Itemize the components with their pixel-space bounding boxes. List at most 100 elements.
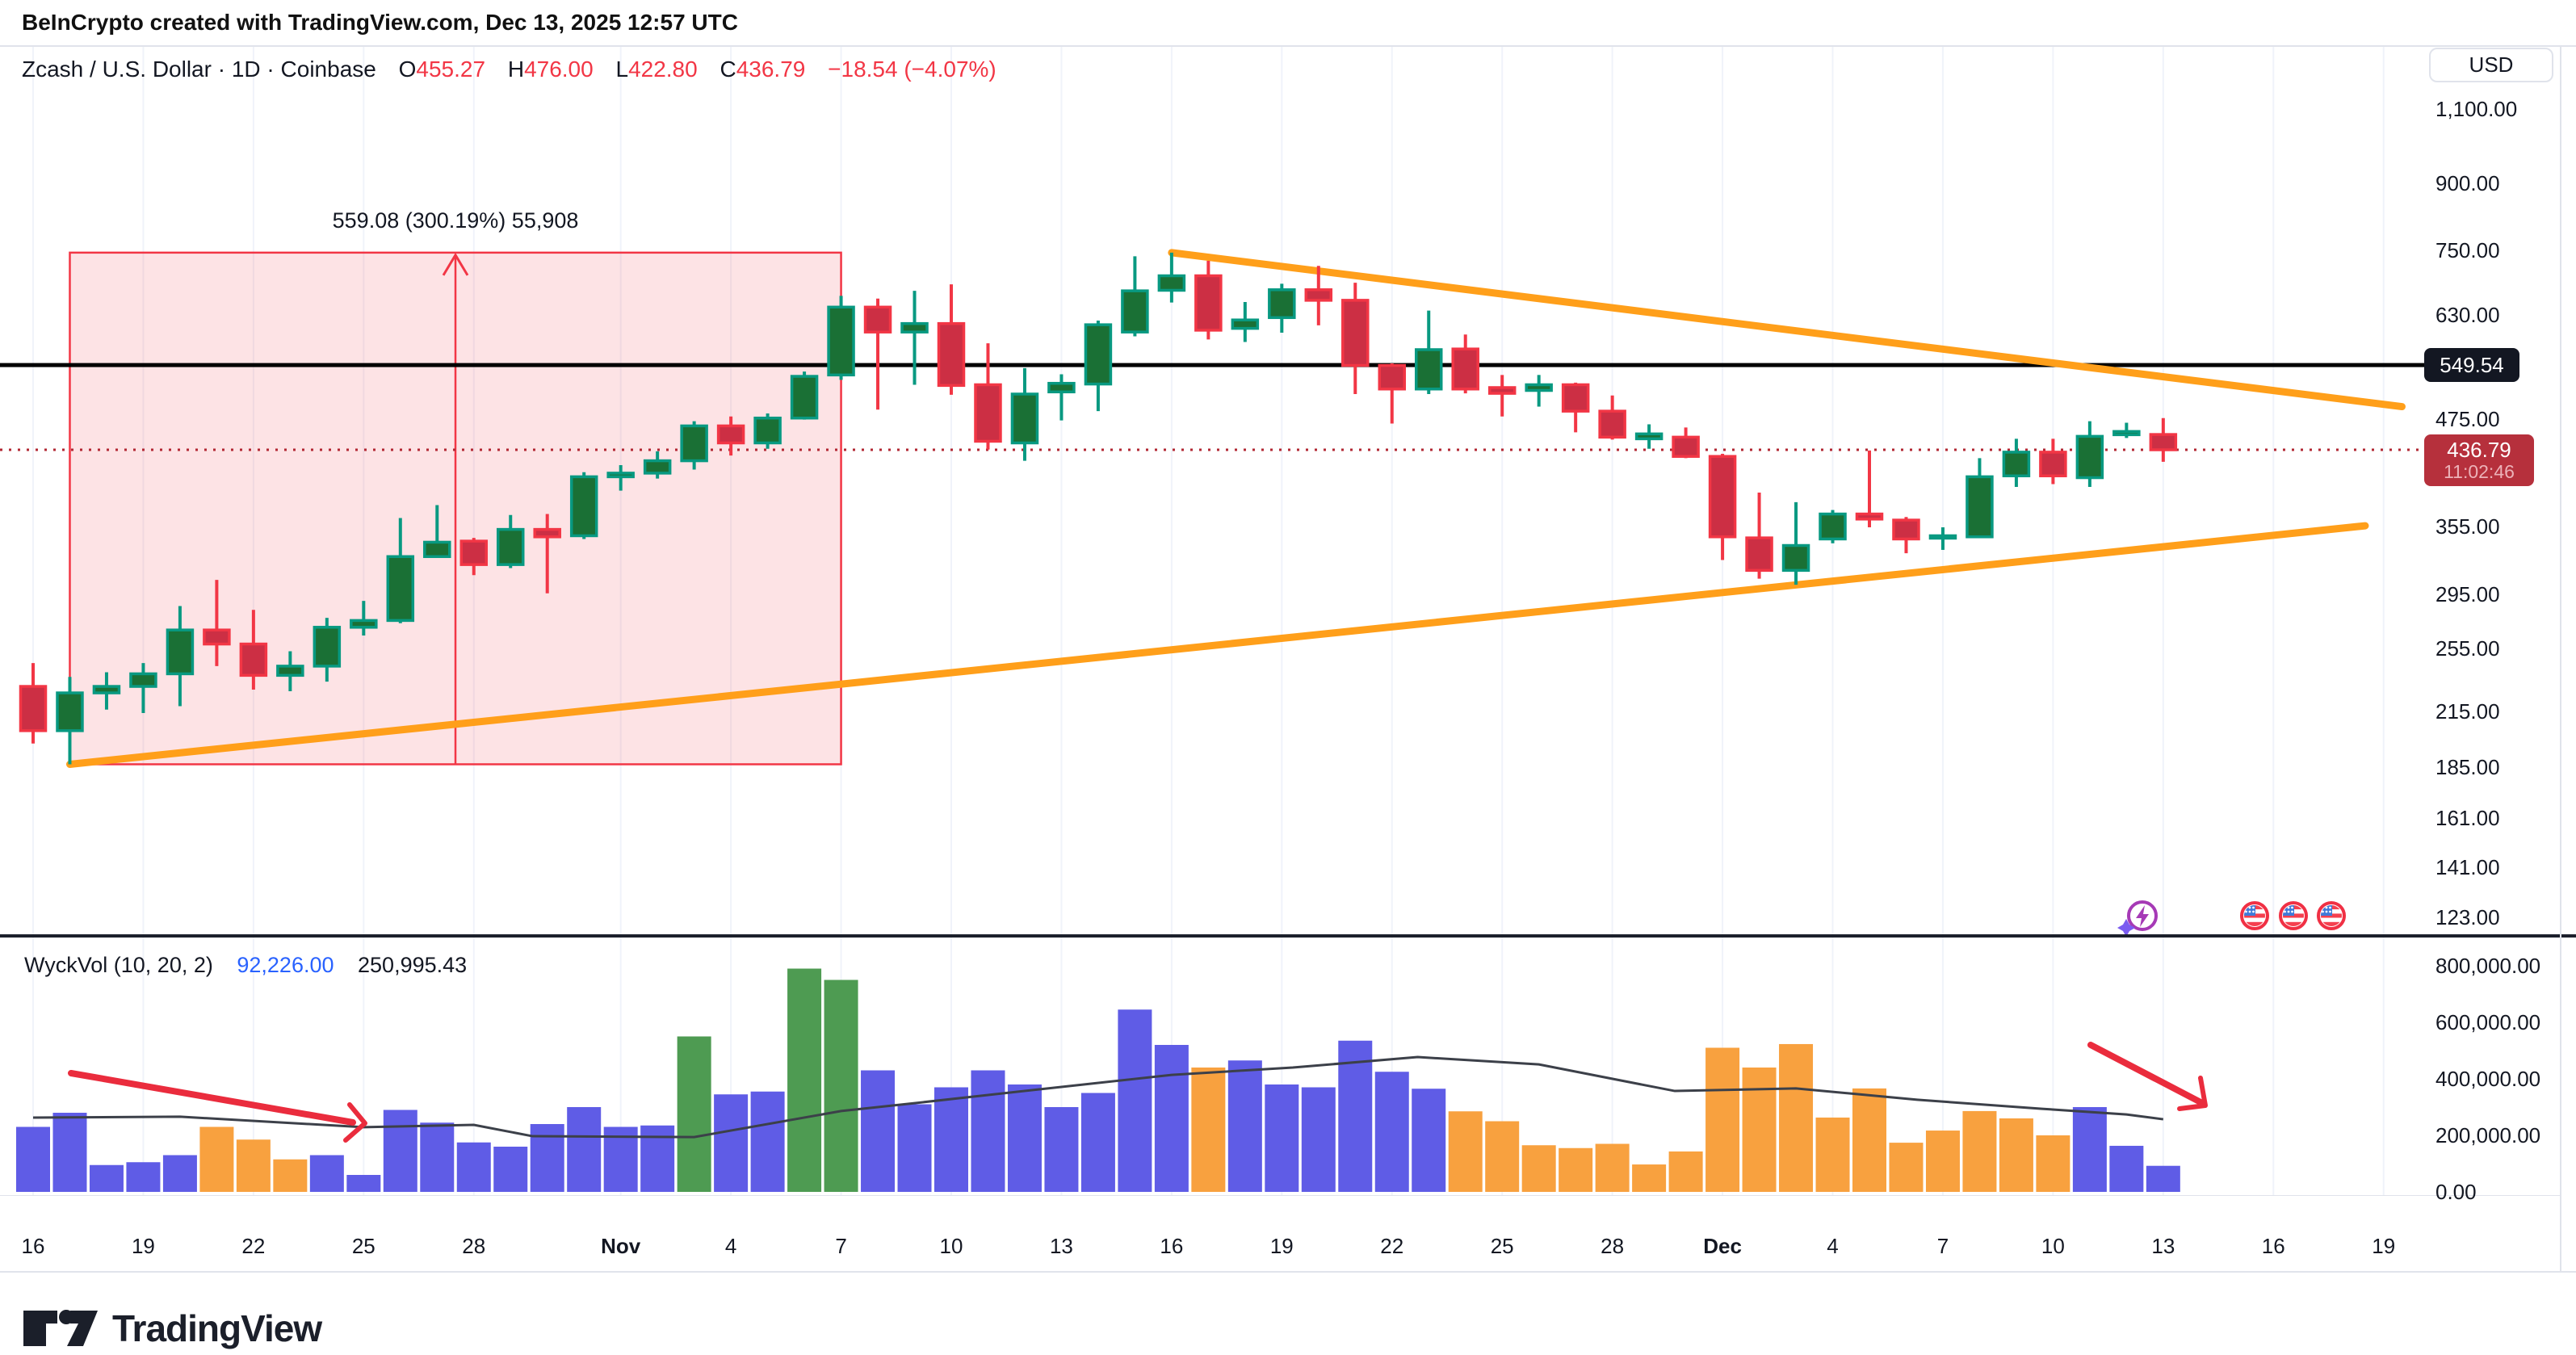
volume-bar-oct-16 — [16, 1126, 50, 1192]
volume-bar-nov-20 — [1301, 1087, 1336, 1192]
volume-decline-arrow-left[interactable] — [68, 1070, 367, 1143]
hline-price-badge: 549.54 — [2424, 348, 2519, 383]
candle-oct-22 — [239, 610, 268, 690]
candle-nov-14 — [1084, 320, 1113, 412]
volume-bar-nov-3 — [677, 1036, 711, 1192]
volume-bar-dec-3 — [1779, 1043, 1814, 1192]
time-tick-10-day26: 10 — [939, 1234, 963, 1258]
candle-nov-8 — [863, 298, 892, 410]
candle-oct-31 — [569, 472, 598, 539]
candle-nov-20 — [1304, 266, 1333, 325]
candle-nov-10 — [937, 284, 966, 395]
volume-bar-nov-12 — [1007, 1084, 1042, 1192]
candle-dec-9 — [2002, 438, 2031, 487]
time-tick-25-day41: 25 — [1490, 1234, 1514, 1258]
candle-dec-3 — [1781, 501, 1810, 585]
candle-oct-23 — [276, 651, 304, 692]
indicator-legend-row[interactable]: WyckVol (10, 20, 2) 92,226.00 250,995.43 — [24, 953, 467, 978]
price-tick-355.00: 355.00 — [2435, 514, 2500, 539]
descending-resistance-trendline[interactable] — [1168, 249, 2406, 411]
candle-dec-7 — [1928, 527, 1957, 550]
volume-bar-nov-23 — [1412, 1089, 1446, 1192]
bar-countdown: 11:02:46 — [2444, 460, 2515, 482]
measure-label: 559.08 (300.19%) 55,908 — [333, 208, 579, 233]
volume-bar-oct-29 — [493, 1147, 528, 1192]
time-tick-25-day10: 25 — [351, 1234, 375, 1258]
volume-bar-dec-5 — [1852, 1088, 1886, 1192]
volume-bar-dec-4 — [1815, 1117, 1850, 1192]
high-value: H476.00 — [507, 57, 594, 82]
volume-bar-oct-25 — [346, 1175, 381, 1192]
us-flag-event-icon-1[interactable] — [2240, 901, 2269, 930]
horizontal-level-line[interactable] — [0, 363, 2424, 367]
tradingview-logo[interactable]: TradingView — [22, 1307, 322, 1350]
tradingview-logo-icon — [23, 1310, 98, 1346]
volume-decline-arrow-right[interactable] — [2087, 1042, 2208, 1111]
volume-bar-oct-24 — [309, 1155, 344, 1192]
volume-bar-oct-30 — [530, 1124, 564, 1192]
candle-dec-6 — [1892, 517, 1920, 554]
time-tick-13-day29: 13 — [1049, 1234, 1073, 1258]
candle-oct-29 — [496, 514, 525, 568]
price-tick-900.00: 900.00 — [2435, 170, 2500, 195]
pane-separator[interactable] — [0, 934, 2576, 938]
us-flag-event-icon-3[interactable] — [2317, 901, 2346, 930]
price-tick-750.00: 750.00 — [2435, 237, 2500, 262]
price-tick-123.00: 123.00 — [2435, 905, 2500, 929]
candle-oct-18 — [92, 672, 121, 710]
volume-bar-nov-17 — [1191, 1068, 1226, 1192]
candle-oct-20 — [166, 606, 195, 707]
volume-bar-oct-19 — [126, 1162, 161, 1192]
candle-dec-1 — [1708, 454, 1737, 560]
volume-bar-dec-7 — [1925, 1131, 1960, 1192]
open-value: O455.27 — [398, 57, 486, 82]
candle-nov-2 — [643, 451, 672, 479]
indicator-value-1: 92,226.00 — [237, 953, 334, 977]
volume-bar-nov-27 — [1559, 1147, 1593, 1192]
candle-nov-9 — [900, 291, 929, 385]
price-tick-475.00: 475.00 — [2435, 406, 2500, 431]
volume-tick-400,000.00: 400,000.00 — [2435, 1067, 2541, 1091]
currency-toggle-button[interactable]: USD — [2429, 48, 2553, 82]
economic-event-lightning-icon[interactable] — [2117, 900, 2158, 937]
price-tick-141.00: 141.00 — [2435, 854, 2500, 879]
candle-oct-28 — [459, 538, 489, 576]
time-tick-4-day50: 4 — [1827, 1234, 1839, 1258]
symbol-legend-row[interactable]: Zcash / U.S. Dollar · 1D · Coinbase O455… — [22, 57, 996, 82]
volume-bar-nov-30 — [1668, 1151, 1703, 1192]
volume-bar-oct-21 — [199, 1126, 234, 1192]
time-tick-28-day44: 28 — [1601, 1234, 1625, 1258]
candle-nov-29 — [1634, 424, 1663, 449]
tradingview-logo-text: TradingView — [112, 1307, 322, 1349]
price-tick-161.00: 161.00 — [2435, 806, 2500, 830]
indicator-value-2: 250,995.43 — [358, 953, 468, 977]
candle-oct-16 — [19, 663, 48, 744]
last-price: 436.79 — [2447, 437, 2511, 462]
candle-nov-7 — [827, 296, 855, 380]
candle-dec-5 — [1855, 450, 1884, 528]
close-value: C436.79 — [720, 57, 806, 82]
volume-bar-nov-8 — [861, 1070, 896, 1192]
volume-bar-oct-23 — [273, 1159, 308, 1192]
volume-bar-oct-18 — [89, 1164, 124, 1192]
time-tick-16-day62: 16 — [2261, 1234, 2285, 1258]
price-tick-185.00: 185.00 — [2435, 754, 2500, 779]
volume-bar-nov-4 — [714, 1094, 749, 1192]
watermark-text: BeInCrypto created with TradingView.com,… — [22, 10, 738, 35]
low-value: L422.80 — [615, 57, 698, 82]
candle-nov-1 — [606, 464, 635, 491]
volume-bar-nov-29 — [1632, 1164, 1667, 1192]
candle-nov-12 — [1010, 367, 1039, 461]
candle-dec-13 — [2149, 417, 2178, 462]
price-axis-right-border — [2560, 45, 2561, 1271]
candle-nov-4 — [716, 416, 745, 456]
ascending-support-trendline[interactable] — [65, 522, 2369, 768]
candle-nov-24 — [1451, 334, 1479, 394]
candle-nov-22 — [1378, 363, 1407, 424]
us-flag-event-icon-2[interactable] — [2279, 901, 2308, 930]
candle-nov-30 — [1672, 427, 1700, 459]
volume-bar-nov-2 — [640, 1125, 675, 1192]
volume-bar-nov-22 — [1374, 1072, 1409, 1192]
